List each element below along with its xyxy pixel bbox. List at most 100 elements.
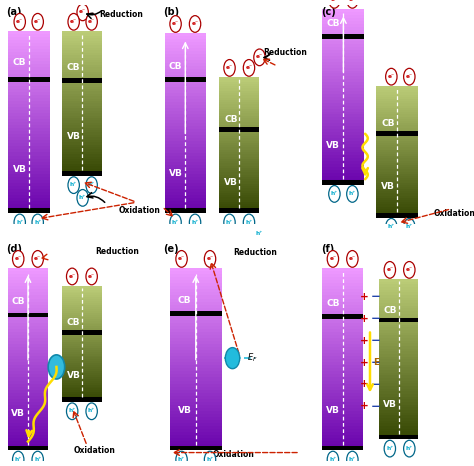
Bar <box>165 207 206 210</box>
Bar <box>170 429 222 432</box>
Bar <box>219 211 259 213</box>
Bar <box>8 313 48 317</box>
Circle shape <box>327 251 338 267</box>
Bar <box>8 277 48 280</box>
Bar <box>379 351 419 354</box>
Bar <box>376 167 419 169</box>
Bar <box>62 67 102 69</box>
Circle shape <box>384 261 395 278</box>
Bar <box>62 377 102 379</box>
Text: Reduction: Reduction <box>263 48 307 57</box>
Bar <box>219 86 259 89</box>
Circle shape <box>176 451 187 466</box>
Bar <box>170 438 222 441</box>
Bar <box>322 350 363 353</box>
Bar <box>8 110 50 113</box>
Bar <box>322 295 363 299</box>
Bar <box>322 76 365 79</box>
Bar <box>165 201 206 204</box>
Bar <box>62 315 102 317</box>
Bar <box>165 195 206 198</box>
Bar <box>165 171 206 174</box>
Bar <box>170 387 222 390</box>
Bar <box>62 386 102 389</box>
Bar <box>379 324 419 327</box>
Bar <box>379 391 419 394</box>
Bar <box>170 420 222 423</box>
Bar <box>379 341 419 343</box>
Bar <box>165 123 206 126</box>
Bar <box>62 307 102 309</box>
Bar <box>8 435 48 438</box>
Bar <box>322 41 365 44</box>
Bar <box>376 206 419 209</box>
Text: h⁺: h⁺ <box>79 195 86 200</box>
Bar <box>62 118 102 120</box>
Bar <box>165 192 206 195</box>
Bar <box>8 338 48 341</box>
Bar <box>379 426 419 429</box>
Bar <box>8 70 50 74</box>
Bar <box>322 91 365 94</box>
Bar <box>322 432 363 435</box>
Bar <box>379 335 419 338</box>
Bar <box>322 126 365 129</box>
Bar <box>62 332 102 334</box>
Bar <box>8 174 50 177</box>
Bar <box>8 390 48 393</box>
Bar <box>322 323 363 326</box>
Circle shape <box>404 219 415 235</box>
Bar <box>379 316 419 319</box>
Circle shape <box>66 403 78 419</box>
Text: e⁻: e⁻ <box>69 274 76 279</box>
Bar <box>322 150 365 152</box>
Bar <box>322 123 365 126</box>
Text: h⁺: h⁺ <box>34 457 41 462</box>
Bar <box>170 432 222 435</box>
Text: e⁻: e⁻ <box>79 9 86 14</box>
Bar <box>322 445 363 450</box>
Bar <box>62 72 102 75</box>
Bar <box>376 191 419 193</box>
Bar <box>376 147 419 150</box>
Bar <box>62 159 102 161</box>
Bar <box>62 78 102 83</box>
Bar <box>322 18 365 21</box>
Text: VB: VB <box>11 409 25 418</box>
Bar <box>62 322 102 324</box>
Bar <box>8 362 48 365</box>
Bar <box>165 183 206 186</box>
Bar <box>322 420 363 423</box>
Bar <box>170 423 222 426</box>
Bar <box>62 89 102 91</box>
Bar <box>376 115 419 116</box>
Bar <box>62 91 102 94</box>
Bar <box>219 161 259 163</box>
Bar <box>170 377 222 381</box>
Bar <box>379 432 419 434</box>
Bar <box>8 116 50 119</box>
Bar <box>62 394 102 396</box>
Text: Reduction: Reduction <box>233 248 277 257</box>
Bar <box>322 271 363 274</box>
Bar <box>322 286 363 289</box>
Bar <box>8 332 48 335</box>
Bar <box>8 201 50 204</box>
Bar <box>8 350 48 353</box>
Bar <box>8 423 48 426</box>
Bar <box>62 334 102 336</box>
Circle shape <box>328 0 340 8</box>
Bar <box>170 347 222 350</box>
Text: −: − <box>371 378 381 391</box>
Bar <box>376 200 419 202</box>
Bar <box>8 192 50 195</box>
Bar <box>170 332 222 335</box>
Bar <box>376 161 419 163</box>
Bar <box>376 110 419 112</box>
Bar <box>165 66 206 69</box>
Bar <box>62 173 102 176</box>
Bar <box>322 74 365 76</box>
Bar <box>170 426 222 429</box>
Bar <box>379 394 419 397</box>
Bar <box>322 335 363 338</box>
